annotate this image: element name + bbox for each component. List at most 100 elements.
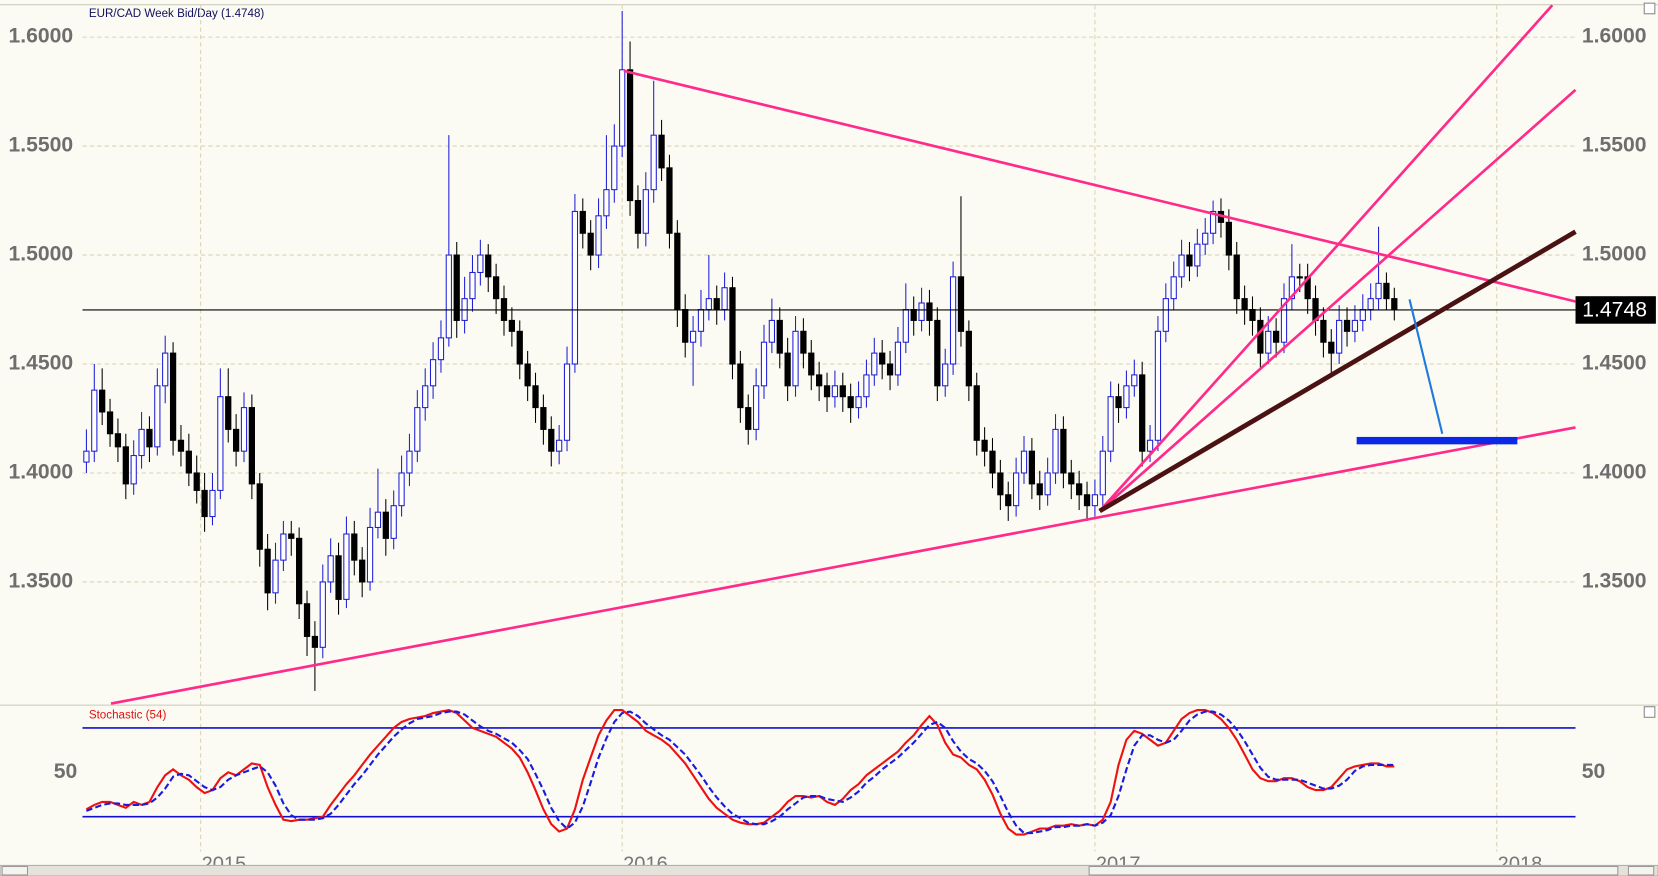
y-tick-label: 1.5500 — [8, 134, 73, 157]
candle-body — [422, 385, 429, 409]
candle-body — [626, 69, 634, 202]
candle-body — [335, 555, 342, 600]
candle-body — [201, 489, 208, 518]
candle-body — [469, 271, 476, 300]
candle-body — [122, 446, 129, 485]
candle-body — [697, 308, 705, 332]
candle-body — [1115, 396, 1122, 409]
candle-body — [1265, 330, 1272, 354]
y-tick-label: 50 — [54, 760, 78, 783]
candle-body — [548, 428, 555, 452]
candle-body — [1209, 210, 1217, 234]
candle-body — [91, 389, 98, 452]
candle-body — [1060, 428, 1067, 474]
candle-body — [1194, 243, 1201, 267]
candle-body — [256, 483, 263, 550]
candle-body — [989, 450, 996, 474]
candle-body — [1036, 483, 1043, 496]
support-line — [1098, 229, 1577, 514]
candle-body — [965, 330, 972, 387]
candle-body — [296, 537, 303, 605]
candle-body — [414, 407, 421, 452]
candle-body — [1162, 298, 1169, 332]
candle-body — [587, 232, 594, 256]
candle-body — [177, 439, 185, 452]
candle-body — [650, 134, 657, 191]
scrollbar[interactable] — [0, 864, 1658, 876]
candle-body — [926, 302, 933, 321]
candle-body — [1383, 282, 1390, 300]
candle-body — [1091, 494, 1099, 507]
last-price-box — [1575, 296, 1656, 324]
y-tick-label: 1.4500 — [8, 352, 73, 375]
candle-body — [737, 363, 744, 409]
candle-body — [831, 385, 839, 398]
candle-body — [745, 407, 752, 430]
candle-body — [1202, 232, 1209, 245]
candle-body — [792, 330, 799, 387]
candle-body — [1068, 472, 1075, 485]
candle-body — [619, 69, 626, 147]
candle-body — [1336, 319, 1343, 354]
candle-body — [1131, 374, 1138, 387]
candle-body — [162, 352, 169, 387]
candle-body — [303, 603, 311, 637]
candle-body — [1028, 450, 1036, 485]
scroll-left[interactable] — [1, 865, 29, 876]
candle-body — [571, 210, 579, 365]
candle-body — [760, 341, 768, 387]
candle-body — [595, 215, 602, 256]
candle-body — [1320, 319, 1327, 343]
close-button[interactable] — [1643, 706, 1656, 718]
candle-body — [894, 341, 902, 376]
candle-body — [603, 189, 610, 217]
candle-body — [784, 352, 791, 387]
y-tick-label: 1.5000 — [1582, 243, 1647, 266]
candle-body — [713, 298, 720, 311]
candle-body — [319, 581, 326, 648]
candle-body — [658, 134, 665, 169]
candle-body — [1186, 254, 1193, 267]
y-tick-label: 1.4500 — [1582, 352, 1647, 375]
scroll-track[interactable] — [0, 864, 1658, 876]
candle-body — [1044, 472, 1051, 496]
candle-body — [823, 385, 831, 398]
candle-body — [485, 254, 492, 278]
candle-body — [106, 411, 114, 435]
candle-body — [382, 511, 389, 539]
scroll-right[interactable] — [1627, 865, 1655, 876]
candle-body — [1107, 396, 1114, 452]
candle-body — [99, 389, 106, 413]
candle-body — [540, 407, 547, 430]
candle-body — [855, 396, 862, 409]
candle-body — [942, 363, 949, 387]
candle-body — [1328, 341, 1335, 354]
candle-body — [398, 472, 405, 507]
trend-line — [623, 69, 1576, 303]
candle-body — [1343, 319, 1351, 332]
candle-body — [1005, 494, 1012, 507]
y-tick-label: 1.5000 — [8, 243, 73, 266]
candle-body — [453, 254, 460, 321]
candle-body — [193, 472, 200, 491]
candle-body — [721, 287, 728, 311]
candle-body — [1123, 385, 1130, 409]
candle-body — [445, 254, 452, 339]
y-tick-label: 1.3500 — [1582, 570, 1647, 593]
fan-line — [1098, 88, 1577, 512]
candle-body — [1351, 319, 1359, 332]
candle-body — [225, 396, 232, 430]
candle-body — [429, 359, 437, 387]
y-tick-label: 1.6000 — [1582, 25, 1647, 48]
candle-body — [634, 200, 642, 234]
candle-body — [949, 276, 957, 365]
indicator-line — [86, 710, 1395, 835]
candle-body — [146, 428, 153, 448]
candle-body — [366, 526, 374, 583]
scroll-thumb[interactable] — [1088, 865, 1619, 876]
candle-body — [524, 363, 531, 387]
candle-body — [1012, 472, 1020, 507]
close-button[interactable] — [1643, 2, 1656, 15]
y-tick-label: 1.5500 — [1582, 134, 1647, 157]
